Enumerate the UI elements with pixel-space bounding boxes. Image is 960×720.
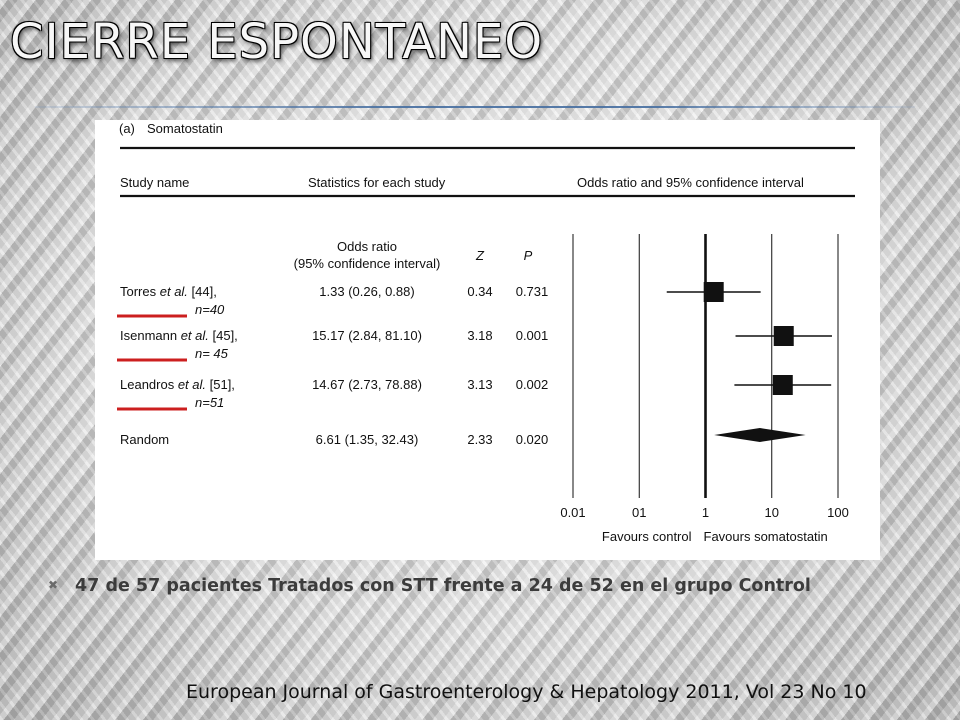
study-name-author: Torres <box>120 284 160 299</box>
header-plot: Odds ratio and 95% confidence interval <box>577 175 804 190</box>
summary-p: 0.020 <box>516 432 549 447</box>
study-name-author: Leandros <box>120 377 178 392</box>
study-name-ref: [44], <box>188 284 217 299</box>
study-n: n= 45 <box>195 346 229 361</box>
x-tick-label: 10 <box>765 505 779 520</box>
panel-title: Somatostatin <box>147 121 223 136</box>
header-p: P <box>524 248 533 263</box>
x-tick-label: 100 <box>827 505 849 520</box>
study-point-estimate <box>772 375 793 395</box>
study-odds-ratio-ci: 1.33 (0.26, 0.88) <box>319 284 414 299</box>
x-tick-label: 01 <box>632 505 646 520</box>
study-odds-ratio-ci: 14.67 (2.73, 78.88) <box>312 377 422 392</box>
study-name: Torres et al. [44], <box>120 284 217 299</box>
forest-plot-figure: (a) Somatostatin Study name Statistics for … <box>95 120 880 560</box>
bullet-text: 47 de 57 pacientes Tratados con STT fren… <box>75 576 811 596</box>
summary-name: Random <box>120 432 169 447</box>
x-tick-label: 0.01 <box>560 505 585 520</box>
study-name-ref: [51], <box>206 377 235 392</box>
study-n: n=51 <box>195 395 224 410</box>
header-statistics: Statistics for each study <box>308 175 446 190</box>
forest-plot-svg: (a) Somatostatin Study name Statistics for … <box>117 121 855 544</box>
citation: European Journal of Gastroenterology & H… <box>186 681 867 703</box>
header-odds-ratio: Odds ratio <box>337 239 397 254</box>
header-confidence-interval: (95% confidence interval) <box>294 256 441 271</box>
study-name-ref: [45], <box>209 328 238 343</box>
study-name-etal: et al. <box>160 284 188 299</box>
title-divider <box>35 106 915 108</box>
study-name-etal: et al. <box>181 328 209 343</box>
panel-label: (a) <box>119 121 135 136</box>
study-p: 0.001 <box>516 328 549 343</box>
study-p: 0.731 <box>516 284 549 299</box>
favours-somatostatin-label: Favours somatostatin <box>704 529 828 544</box>
study-point-estimate <box>703 282 724 302</box>
favours-control-label: Favours control <box>602 529 692 544</box>
study-name-etal: et al. <box>178 377 206 392</box>
header-study-name: Study name <box>120 175 189 190</box>
study-name: Isenmann et al. [45], <box>120 328 238 343</box>
study-odds-ratio-ci: 15.17 (2.84, 81.10) <box>312 328 422 343</box>
summary-z: 2.33 <box>467 432 492 447</box>
study-n: n=40 <box>195 302 225 317</box>
summary-odds-ratio-ci: 6.61 (1.35, 32.43) <box>316 432 419 447</box>
study-p: 0.002 <box>516 377 549 392</box>
header-z: Z <box>475 248 485 263</box>
study-name-author: Isenmann <box>120 328 181 343</box>
summary-diamond <box>714 428 806 442</box>
x-tick-label: 1 <box>702 505 709 520</box>
slide-title: CIERRE ESPONTANEO <box>10 14 544 70</box>
study-z: 3.13 <box>467 377 492 392</box>
study-z: 3.18 <box>467 328 492 343</box>
x-bullet-icon: ✖ <box>48 578 59 592</box>
study-z: 0.34 <box>467 284 492 299</box>
study-point-estimate <box>773 326 794 346</box>
study-name: Leandros et al. [51], <box>120 377 235 392</box>
